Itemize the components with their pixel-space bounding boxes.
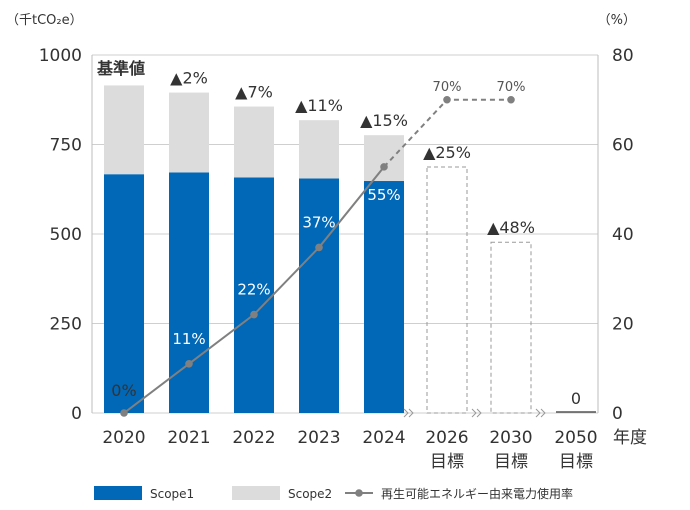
bar-scope1 [234, 177, 274, 413]
x-tick-label: 2026 [425, 428, 468, 448]
line-point [185, 359, 193, 368]
bar-scope2 [169, 92, 209, 173]
x-tick-label: 2020 [102, 428, 145, 448]
bar-reduction-label: ▲2% [170, 69, 208, 88]
bar-scope1 [364, 181, 404, 413]
bar-scope2 [299, 120, 339, 179]
bar-reduction-label: ▲25% [423, 143, 471, 162]
x-tick-label: 2022 [232, 428, 275, 448]
legend-label-scope2: Scope2 [288, 487, 332, 501]
axis-break-mark [535, 408, 546, 418]
y-left-unit-label: （千tCO₂e） [6, 13, 83, 28]
axis-break-mark [471, 408, 482, 418]
bar-scope2 [364, 135, 404, 182]
line-point [507, 95, 515, 104]
bar-reduction-label: ▲7% [235, 83, 273, 102]
bar-scope2 [234, 106, 274, 178]
bar-reduction-label: ▲11% [295, 96, 343, 115]
x-tick-sublabel: 目標 [430, 452, 464, 472]
line-point [380, 163, 388, 171]
x-tick-label: 2030 [489, 428, 532, 448]
y-right-unit-label: （%） [598, 13, 636, 28]
legend-label-scope1: Scope1 [150, 487, 194, 501]
line-value-label: 11% [172, 330, 205, 348]
line-point [120, 409, 128, 417]
baseline-label: 基準値 [96, 59, 145, 78]
x-tick-sublabel: 目標 [494, 452, 528, 472]
bar-scope1 [299, 178, 339, 413]
legend-label-renewable: 再生可能エネルギー由来電力使用率 [381, 486, 573, 501]
axis-break-mark [403, 408, 414, 418]
y-left-tick-label: 1000 [39, 46, 82, 66]
bar-scope1 [169, 172, 209, 413]
legend-swatch-scope1 [94, 486, 142, 500]
legend-swatch-scope2 [232, 486, 280, 500]
y-right-tick-label: 80 [612, 46, 634, 66]
x-tick-label: 2021 [167, 428, 210, 448]
line-point [250, 310, 258, 319]
line-value-label: 0% [111, 381, 136, 400]
x-tick-label: 2024 [362, 428, 405, 448]
y-left-tick-label: 0 [71, 404, 82, 424]
target-bar-outline [490, 241, 532, 414]
bar-scope2 [104, 85, 144, 175]
x-axis-label: 年度 [613, 428, 647, 448]
bar-reduction-label: ▲15% [360, 111, 408, 130]
x-tick-label: 2023 [297, 428, 340, 448]
y-left-tick-label: 250 [50, 315, 82, 335]
bar-scope1 [104, 174, 144, 413]
line-point [315, 243, 323, 252]
legend-marker-renewable [355, 489, 363, 497]
line-value-label: 55% [367, 186, 400, 204]
line-value-label: 70% [497, 80, 526, 95]
y-left-tick-label: 500 [50, 225, 82, 245]
x-tick-label: 2050 [554, 428, 597, 448]
bar-reduction-label: 0 [571, 389, 581, 408]
line-value-label: 70% [433, 80, 462, 95]
line-point [443, 95, 451, 104]
line-value-label: 22% [237, 281, 270, 299]
y-right-tick-label: 20 [612, 315, 634, 335]
x-tick-sublabel: 目標 [559, 452, 593, 472]
line-value-label: 37% [302, 213, 335, 231]
y-right-tick-label: 40 [612, 225, 634, 245]
y-right-tick-label: 60 [612, 136, 634, 156]
bar-reduction-label: ▲48% [487, 218, 535, 237]
y-left-tick-label: 750 [50, 136, 82, 156]
target-bar-outline [426, 166, 468, 414]
y-right-tick-label: 0 [612, 404, 623, 424]
